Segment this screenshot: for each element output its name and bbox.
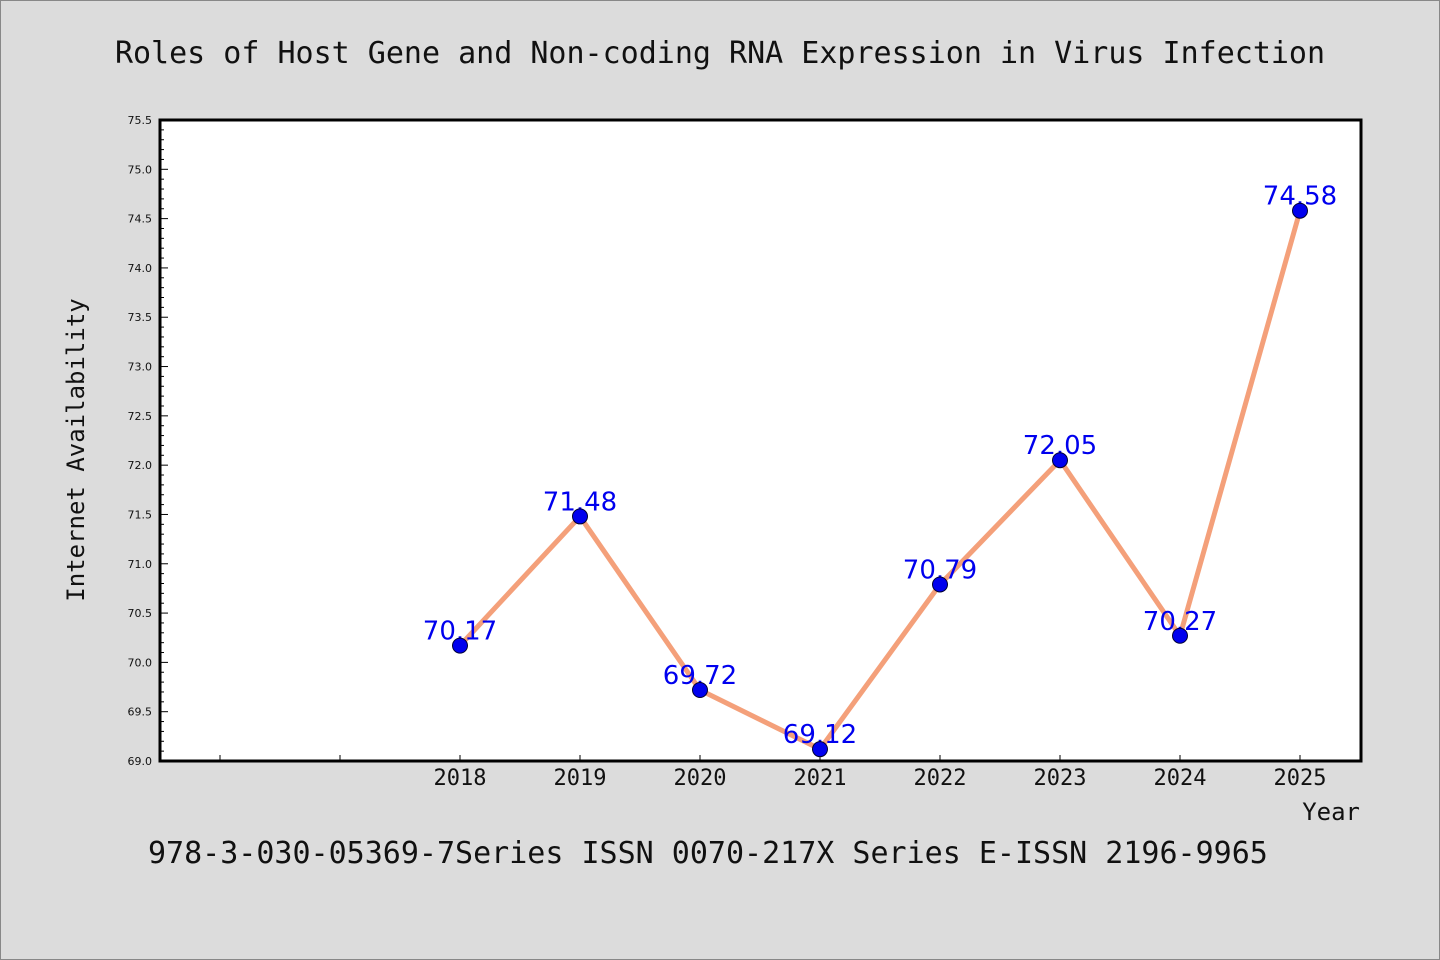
data-point — [1052, 452, 1068, 469]
x-tick-label: 2025 — [1274, 766, 1327, 791]
y-tick-label: 75.5 — [128, 114, 153, 127]
chart-title: Roles of Host Gene and Non-coding RNA Ex… — [115, 36, 1325, 71]
y-tick-label: 73.5 — [128, 311, 153, 324]
y-tick-label: 71.0 — [128, 558, 153, 571]
y-axis: 69.0 69.5 70.0 70.5 71.0 71.5 72.0 72.5 73.0 73.5… — [128, 114, 168, 768]
y-tick-label: 74.5 — [128, 213, 153, 226]
x-tick-label: 2020 — [674, 766, 727, 791]
x-axis-label: Year — [1302, 798, 1360, 826]
y-axis-label: Internet Availability — [62, 298, 90, 601]
data-point — [812, 741, 828, 758]
data-point — [452, 637, 468, 654]
x-axis: 2018 2019 2020 2021 2022 2023 2024 2025 — [219, 755, 1327, 791]
y-tick-label: 73.0 — [128, 361, 153, 374]
footer-isbn-text: 978-3-030-05369-7Series ISSN 0070-217X S… — [148, 836, 1268, 871]
x-tick-label: 2018 — [434, 766, 487, 791]
y-tick-label: 75.0 — [128, 163, 153, 176]
y-tick-label: 70.5 — [128, 607, 153, 620]
y-tick-label: 69.5 — [128, 706, 153, 719]
series-line — [457, 208, 1303, 752]
x-tick-label: 2024 — [1154, 766, 1207, 791]
data-point — [932, 576, 948, 593]
y-tick-label: 71.5 — [128, 508, 153, 521]
y-tick-label: 70.0 — [128, 656, 153, 669]
data-point — [1172, 627, 1188, 644]
data-point — [572, 508, 588, 525]
y-tick-label: 72.5 — [128, 410, 153, 423]
plot-area — [158, 118, 1363, 763]
y-tick-label: 74.0 — [128, 262, 153, 275]
data-point — [1292, 202, 1308, 219]
x-tick-label: 2023 — [1034, 766, 1087, 791]
y-tick-label: 69.0 — [128, 755, 153, 768]
data-point — [692, 681, 708, 698]
x-tick-label: 2021 — [794, 766, 847, 791]
x-tick-label: 2019 — [554, 766, 607, 791]
y-tick-label: 72.0 — [128, 459, 153, 472]
x-tick-label: 2022 — [914, 766, 967, 791]
